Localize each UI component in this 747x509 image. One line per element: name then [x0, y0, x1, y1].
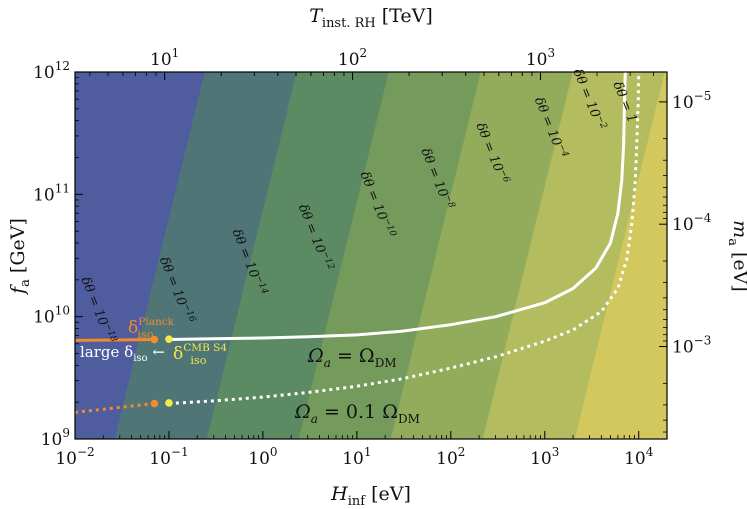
omega-dm-label: Ωa = ΩDM: [307, 345, 397, 370]
region-band: [574, 72, 667, 439]
x-tick-label: 101: [342, 445, 371, 469]
region-band: [206, 72, 390, 439]
region-band: [390, 72, 574, 439]
axes: 10−2 10−1 100 101 102 103 104 109 1010 1011 1012 10…: [7, 5, 747, 509]
top-tick-label: 101: [150, 46, 179, 70]
planck-label: δPlanck iso: [128, 316, 175, 341]
x-tick-label: 10−1: [149, 445, 188, 469]
data-point: [150, 335, 159, 344]
x-tick-label: 100: [248, 445, 277, 469]
plot-frame: [74, 71, 668, 440]
y-tick-label: 1011: [33, 181, 70, 205]
omega-01dm-label: Ωa = 0.1 ΩDM: [294, 401, 420, 426]
large-delta-iso-label: large δiso ←: [80, 343, 165, 364]
isocurvature-markers: [150, 335, 173, 408]
x-tick-label: 103: [530, 445, 559, 469]
series-line: [75, 338, 156, 342]
data-point: [150, 399, 159, 408]
relic-abundance-curves: [75, 72, 641, 414]
x-tick-label: 102: [436, 445, 465, 469]
delta-theta-regions: [75, 72, 667, 439]
region-band: [298, 72, 482, 439]
top-axis-title: Tinst. RH [TeV]: [309, 5, 433, 31]
data-point: [165, 335, 173, 343]
x-tick-label: 104: [624, 445, 654, 469]
right-tick-label: 10−5: [672, 89, 711, 113]
top-tick-label: 103: [526, 46, 555, 70]
cmbs4-label: δCMB S4 iso: [173, 342, 227, 367]
series-line: [167, 72, 627, 342]
right-axis-title: ma [eV]: [725, 220, 747, 292]
y-axis-title: fa [GeV]: [7, 218, 33, 296]
right-tick-label: 10−3: [672, 334, 711, 358]
x-tick-label: 10−2: [55, 445, 94, 469]
y-tick-label: 1010: [33, 304, 70, 328]
region-band: [114, 72, 298, 439]
y-tick-label: 109: [41, 426, 70, 450]
data-point: [165, 399, 173, 407]
right-tick-label: 10−4: [672, 211, 712, 235]
region-band: [75, 72, 206, 439]
x-axis-title: Hinf [eV]: [330, 483, 411, 509]
top-tick-label: 102: [338, 46, 367, 70]
y-tick-label: 1012: [33, 59, 70, 83]
